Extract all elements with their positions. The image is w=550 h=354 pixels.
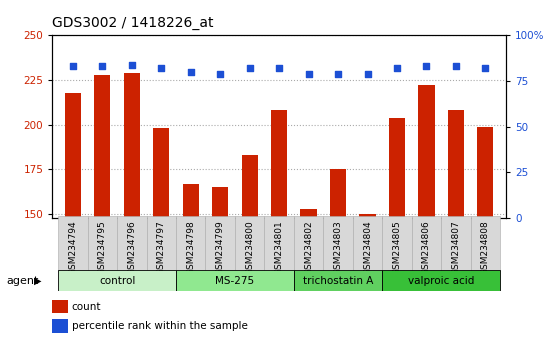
FancyBboxPatch shape <box>294 216 323 271</box>
FancyBboxPatch shape <box>471 216 500 271</box>
FancyBboxPatch shape <box>235 216 265 271</box>
Text: valproic acid: valproic acid <box>408 276 474 286</box>
Text: GSM234807: GSM234807 <box>452 220 460 275</box>
Text: GSM234804: GSM234804 <box>363 220 372 275</box>
Text: count: count <box>72 302 101 312</box>
FancyBboxPatch shape <box>146 216 176 271</box>
Bar <box>448 110 464 218</box>
FancyBboxPatch shape <box>58 216 87 271</box>
Bar <box>477 127 493 218</box>
Bar <box>419 85 434 218</box>
FancyBboxPatch shape <box>323 216 353 271</box>
Text: GSM234795: GSM234795 <box>98 220 107 275</box>
Text: GSM234796: GSM234796 <box>127 220 136 275</box>
Text: GSM234800: GSM234800 <box>245 220 254 275</box>
Bar <box>271 110 287 218</box>
Text: ▶: ▶ <box>34 276 41 286</box>
Bar <box>389 118 405 218</box>
Point <box>68 64 77 69</box>
Bar <box>124 73 140 218</box>
FancyBboxPatch shape <box>353 216 382 271</box>
Text: GSM234803: GSM234803 <box>333 220 343 275</box>
Point <box>393 65 402 71</box>
Text: control: control <box>99 276 135 286</box>
Point <box>422 64 431 69</box>
Text: GDS3002 / 1418226_at: GDS3002 / 1418226_at <box>52 16 214 30</box>
Bar <box>65 93 81 218</box>
Text: GSM234798: GSM234798 <box>186 220 195 275</box>
Point <box>452 64 460 69</box>
FancyBboxPatch shape <box>265 216 294 271</box>
Text: percentile rank within the sample: percentile rank within the sample <box>72 321 248 331</box>
FancyBboxPatch shape <box>117 216 146 271</box>
Bar <box>359 214 376 218</box>
Text: MS-275: MS-275 <box>216 276 255 286</box>
FancyBboxPatch shape <box>294 270 382 291</box>
Text: GSM234808: GSM234808 <box>481 220 490 275</box>
FancyBboxPatch shape <box>58 270 176 291</box>
FancyBboxPatch shape <box>206 216 235 271</box>
Point <box>274 65 284 71</box>
FancyBboxPatch shape <box>382 216 412 271</box>
FancyBboxPatch shape <box>441 216 471 271</box>
Text: GSM234794: GSM234794 <box>68 220 78 275</box>
Text: trichostatin A: trichostatin A <box>303 276 373 286</box>
Point <box>186 69 195 75</box>
Point <box>481 65 490 71</box>
Bar <box>212 187 228 218</box>
Bar <box>330 170 346 218</box>
Point <box>245 65 254 71</box>
FancyBboxPatch shape <box>176 216 206 271</box>
FancyBboxPatch shape <box>412 216 441 271</box>
Text: GSM234797: GSM234797 <box>157 220 166 275</box>
Point <box>157 65 166 71</box>
Point <box>128 62 136 67</box>
Point <box>304 71 313 76</box>
Text: agent: agent <box>7 276 39 286</box>
Text: GSM234801: GSM234801 <box>274 220 284 275</box>
Text: GSM234806: GSM234806 <box>422 220 431 275</box>
FancyBboxPatch shape <box>176 270 294 291</box>
Text: GSM234802: GSM234802 <box>304 220 313 275</box>
Bar <box>241 155 258 218</box>
FancyBboxPatch shape <box>87 216 117 271</box>
Bar <box>94 75 111 218</box>
Point <box>98 64 107 69</box>
Text: GSM234799: GSM234799 <box>216 220 225 275</box>
Point <box>216 71 224 76</box>
Point <box>363 71 372 76</box>
Point <box>334 71 343 76</box>
Bar <box>153 129 169 218</box>
Bar <box>183 184 199 218</box>
Bar <box>300 209 317 218</box>
FancyBboxPatch shape <box>382 270 500 291</box>
Text: GSM234805: GSM234805 <box>393 220 402 275</box>
